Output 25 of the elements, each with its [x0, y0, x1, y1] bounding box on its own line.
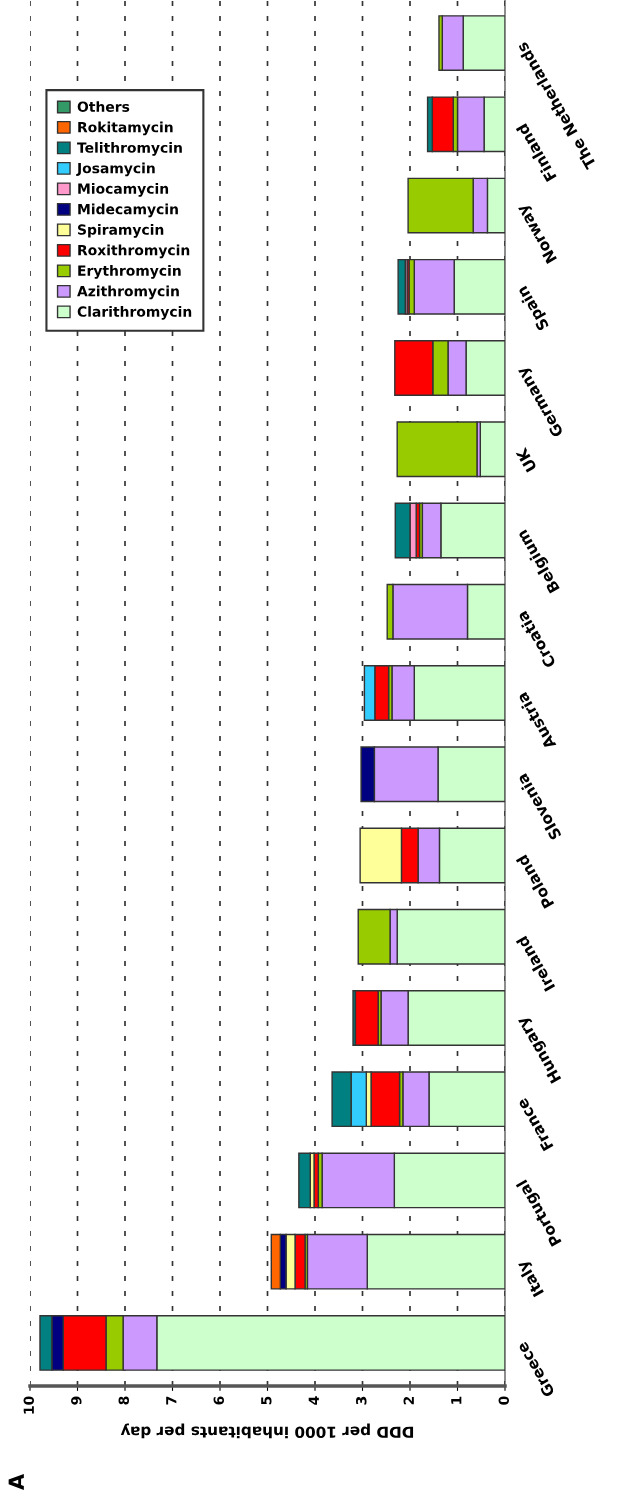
x-tick-label: 7 — [166, 1396, 177, 1405]
x-tick-label: 10 — [23, 1396, 35, 1414]
x-tick-label: 1 — [451, 1396, 462, 1404]
legend-label: Midecamycin — [78, 203, 178, 218]
x-tick-label: 9 — [71, 1396, 82, 1405]
legend-label: Clarithromycin — [77, 306, 192, 320]
legend-label: Erythromycin — [78, 265, 181, 279]
x-tick-label: 4 — [308, 1396, 319, 1405]
legend-label: Miocamycin — [78, 183, 169, 197]
legend-label: Rokitamycin — [78, 121, 173, 136]
x-tick-label: 2 — [403, 1396, 414, 1405]
legend-label: Others — [77, 101, 130, 112]
x-tick-label: 6 — [213, 1396, 225, 1405]
legend-label: Josamycin — [76, 162, 155, 177]
text: A — [8, 1473, 24, 1490]
x-axis-title: DDD per 1000 inhabitants per day — [120, 1423, 414, 1439]
x-tick-label: 3 — [356, 1396, 367, 1405]
legend-label: Spiramycin — [78, 224, 164, 238]
x-tick-label: 0 — [498, 1396, 510, 1405]
y-tick-label: UK — [515, 446, 537, 473]
legend-label: Telithromycin — [77, 142, 182, 156]
legend-label: Roxithromycin — [78, 244, 190, 259]
x-tick-label: 5 — [261, 1396, 272, 1405]
x-tick-label: 8 — [118, 1396, 130, 1405]
legend-label: Azithromycin — [77, 285, 179, 300]
